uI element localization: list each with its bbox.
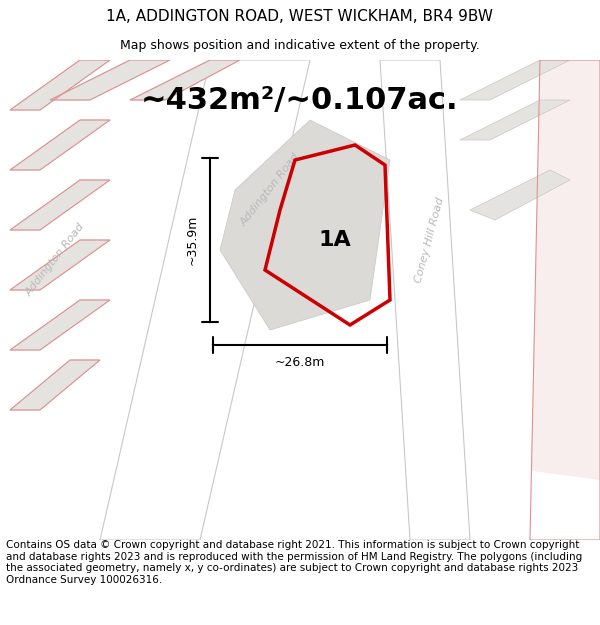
Polygon shape <box>380 60 470 540</box>
Polygon shape <box>10 300 110 350</box>
Text: ~26.8m: ~26.8m <box>275 356 325 369</box>
Polygon shape <box>460 60 570 100</box>
Polygon shape <box>10 60 110 110</box>
Text: Coney Hill Road: Coney Hill Road <box>414 196 446 284</box>
Text: 1A, ADDINGTON ROAD, WEST WICKHAM, BR4 9BW: 1A, ADDINGTON ROAD, WEST WICKHAM, BR4 9B… <box>107 9 493 24</box>
Polygon shape <box>530 60 600 540</box>
Text: Addington Road: Addington Road <box>239 152 301 228</box>
Polygon shape <box>10 240 110 290</box>
Polygon shape <box>10 360 100 410</box>
Text: Map shows position and indicative extent of the property.: Map shows position and indicative extent… <box>120 39 480 51</box>
Polygon shape <box>0 160 220 400</box>
Polygon shape <box>470 170 570 220</box>
Polygon shape <box>50 60 170 100</box>
Text: 1A: 1A <box>319 230 352 250</box>
Text: Addington Road: Addington Road <box>23 222 86 298</box>
Polygon shape <box>130 60 240 100</box>
Polygon shape <box>220 120 390 330</box>
Text: Contains OS data © Crown copyright and database right 2021. This information is : Contains OS data © Crown copyright and d… <box>6 540 582 585</box>
Polygon shape <box>10 120 110 170</box>
Polygon shape <box>0 460 600 540</box>
Text: ~432m²/~0.107ac.: ~432m²/~0.107ac. <box>141 86 459 114</box>
Text: ~35.9m: ~35.9m <box>185 215 199 265</box>
Polygon shape <box>460 100 570 140</box>
Polygon shape <box>100 60 310 540</box>
Polygon shape <box>10 180 110 230</box>
